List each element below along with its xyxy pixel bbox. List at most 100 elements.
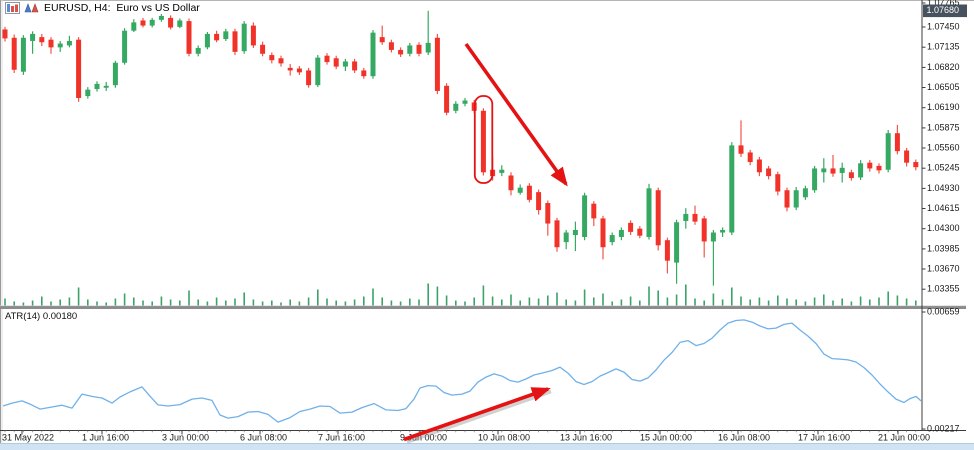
candle-bear (913, 162, 919, 168)
candle-bear (168, 17, 174, 28)
volume-bar (399, 301, 402, 306)
candle-bear (848, 172, 854, 179)
candle-bull (57, 43, 63, 48)
volume-bar (142, 300, 144, 306)
candle-bear (701, 218, 707, 242)
volume-bar (547, 295, 549, 306)
price-label: 1.06505 (927, 82, 960, 92)
time-label: 1 Jun 16:00 (82, 433, 129, 443)
candle-bull (802, 188, 808, 198)
candle-bear (39, 37, 45, 43)
volume-bar (77, 287, 80, 306)
volume-bar (381, 297, 383, 306)
price-label: 1.07765 (927, 0, 960, 7)
candle-bear (756, 159, 762, 173)
time-label: 21 Jun 00:00 (878, 433, 930, 443)
time-label: 3 Jun 00:00 (162, 433, 209, 443)
candle-bear (904, 150, 910, 163)
time-label: 17 Jun 16:00 (798, 433, 850, 443)
candle-bull (839, 167, 845, 173)
window-bottom-strip[interactable] (0, 443, 974, 450)
candle-bear (637, 228, 643, 236)
atr-axis-label: 0.00659 (927, 306, 960, 316)
volume-bar (703, 300, 705, 306)
time-label: 9 Jun 00:00 (400, 433, 447, 443)
candle-bear (894, 133, 900, 152)
volume-bar (823, 294, 825, 306)
down-trend-arrow[interactable] (464, 42, 568, 187)
candle-bear (591, 203, 597, 219)
volume-bar (4, 298, 6, 306)
up-trend-arrow[interactable] (403, 387, 551, 442)
candle-bear (11, 37, 17, 70)
candle-bear (692, 213, 698, 222)
candle-bull (720, 229, 726, 233)
volume-bar (786, 298, 788, 306)
candle-bull (618, 229, 624, 237)
candle-bear (830, 168, 836, 174)
volume-bar (850, 301, 853, 306)
candle-bear (361, 70, 367, 77)
volume-bar (878, 297, 880, 306)
volume-bar (206, 301, 209, 306)
volume-bar (59, 299, 61, 306)
candle-bull (370, 32, 376, 77)
candle-bear (876, 165, 882, 171)
volume-bar (537, 298, 540, 306)
candle-bear (554, 220, 560, 248)
candle-bear (738, 145, 744, 154)
candle-bear (444, 85, 450, 113)
time-axis-labels: 31 May 2022 1 Jun 16:00 3 Jun 00:00 6 Jun 0… (2, 430, 930, 443)
candle-bear (398, 49, 404, 55)
candle-bear (352, 61, 358, 71)
annotations[interactable] (403, 42, 568, 444)
price-label: 1.03670 (927, 263, 960, 273)
candle-bear (2, 29, 8, 39)
volume-bar (721, 299, 724, 306)
volume-bar (234, 298, 236, 306)
atr-line (2, 319, 922, 423)
price-label: 1.03985 (927, 243, 960, 253)
volume-bar (372, 288, 374, 306)
candle-bull (646, 188, 652, 237)
candle-bull (407, 45, 413, 54)
price-label: 1.04930 (927, 183, 960, 193)
volume-bar (694, 298, 696, 306)
volume-bar (31, 300, 34, 306)
volume-bar (280, 302, 282, 306)
volume-bar (317, 289, 319, 306)
volume-bar (813, 297, 816, 306)
candle-bull (858, 163, 864, 178)
candle-bull (20, 37, 26, 72)
pane-separator[interactable] (0, 306, 966, 309)
chart-shortcut-icon (24, 3, 39, 13)
candle-bear (416, 44, 422, 54)
candle-bull (793, 190, 799, 208)
current-price-tag-bg (923, 4, 967, 18)
volume-bar (841, 298, 843, 306)
time-label: 13 Jun 16:00 (560, 433, 612, 443)
price-label: 1.05560 (927, 142, 960, 152)
price-label: 1.05875 (927, 122, 960, 132)
candle-bull (103, 85, 109, 88)
volume-bar (629, 296, 632, 306)
volume-bar (151, 301, 153, 306)
volume-histogram (4, 283, 917, 306)
candle-bear (655, 190, 661, 246)
window-left-border-inner (1, 0, 3, 450)
volume-bar (712, 293, 715, 306)
candle-bull (453, 103, 459, 111)
candle-bull (177, 20, 183, 27)
candle-bull (582, 195, 588, 237)
indicator-label: ATR(14) 0.00180 (5, 311, 77, 322)
candle-bull (609, 235, 615, 243)
candle-bear (186, 21, 192, 54)
highlight-ellipse[interactable] (473, 95, 494, 184)
candle-bear (664, 240, 670, 261)
candle-bear (214, 33, 220, 41)
price-label: 1.06190 (927, 102, 960, 112)
volume-bar (795, 299, 797, 306)
candle-bull (158, 15, 164, 20)
volume-bar (685, 284, 687, 306)
